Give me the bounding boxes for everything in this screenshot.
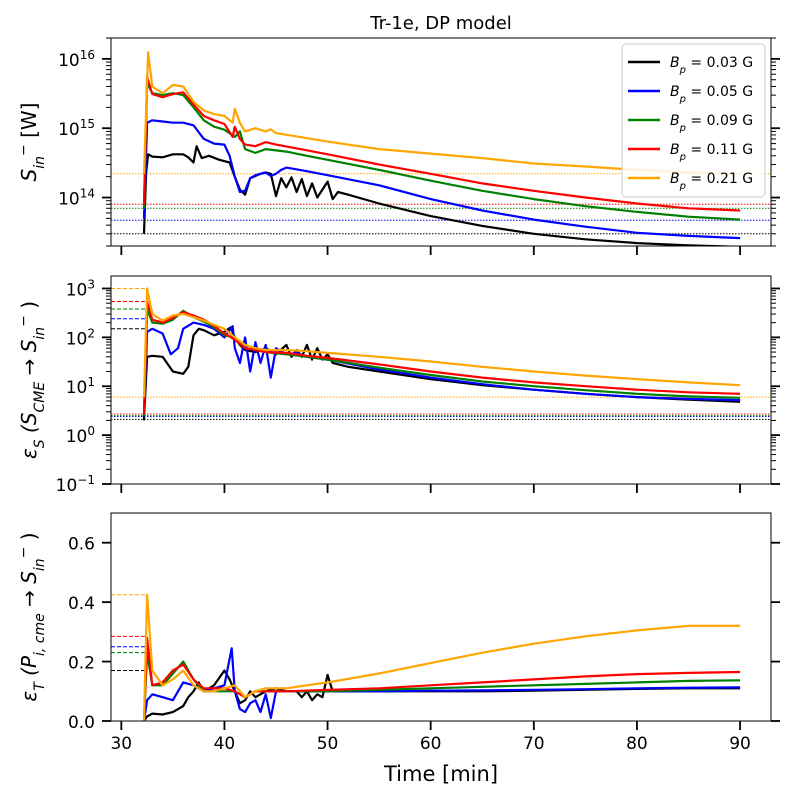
legend-label: Bp = 0.05 G [670,84,753,105]
y-tick-label: 10−1 [56,473,95,496]
series-line [142,287,741,398]
series-line [142,75,741,212]
axes-frame [110,37,772,247]
x-axis-label: Time [min] [383,762,498,786]
panel-epsilon-t: 30 40 50 60 70 80 90 0.0 0.2 0.4 0.6 εT (Pi, cme → … [16,512,780,754]
y-tick-label: 0.0 [68,713,95,733]
legend-label: Bp = 0.09 G [670,113,753,134]
y-axis-label: εS (SCME → Sin− ) [16,301,48,459]
figure-title: Tr-1e, DP model [369,13,512,34]
y-tick-label: 0.2 [68,654,95,674]
y-tick-label: 1016 [58,48,95,71]
series-line [142,593,741,721]
series-line [142,51,741,175]
legend-label: Bp = 0.03 G [670,55,753,76]
x-tick-label: 70 [523,734,545,754]
x-tick-label: 90 [729,734,751,754]
panel-epsilon-s: 10−1 100 101 102 103 εS (SCME → Sin− ) [16,275,780,496]
y-tick-label: 102 [66,326,95,349]
axes-frame [110,275,772,485]
y-tick-label: 0.4 [68,594,95,614]
y-axis-label: εT (Pi, cme → Sin− ) [16,532,48,701]
x-tick-label: 30 [110,734,132,754]
legend: Bp = 0.03 G Bp = 0.05 G Bp = 0.09 G Bp = 0.… [621,43,766,198]
series-line [142,647,741,721]
legend-box [621,43,766,198]
x-tick-label: 60 [420,734,442,754]
legend-label: Bp = 0.11 G [670,142,753,163]
x-tick-label: 50 [317,734,339,754]
y-tick-label: 103 [66,277,95,300]
series-line [142,145,741,246]
axes-frame [110,512,772,722]
y-tick-label: 100 [66,424,95,447]
y-tick-label: 1015 [58,117,95,140]
y-tick-label: 101 [66,375,95,398]
y-axis-label: Sin− [W] [16,103,48,182]
series-line [142,119,741,240]
series-line [142,321,741,417]
y-tick-label: 0.6 [68,535,95,555]
series-line [142,300,741,415]
x-tick-label: 40 [214,734,236,754]
y-tick-label: 1014 [58,187,95,210]
panel-spower: 1014 1015 1016 Sin− [W] [16,37,780,255]
legend-label: Bp = 0.21 G [670,171,753,192]
x-tick-label: 80 [626,734,648,754]
